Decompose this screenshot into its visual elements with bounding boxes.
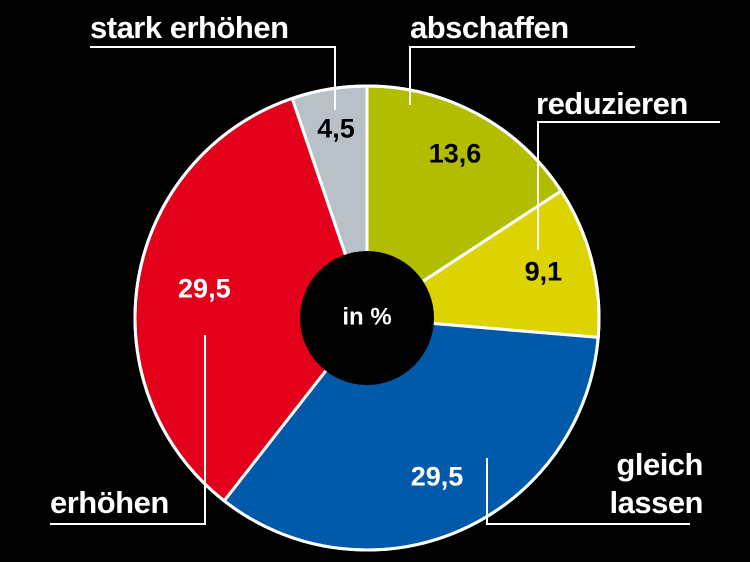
category-label: erhöhen xyxy=(50,485,169,520)
value-label: 4,5 xyxy=(317,114,355,144)
value-label: 13,6 xyxy=(429,138,482,168)
leader-line xyxy=(486,458,690,525)
value-label: 9,1 xyxy=(525,256,563,286)
value-label: 29,5 xyxy=(178,274,231,304)
category-label: abschaffen xyxy=(410,10,569,45)
center-label: in % xyxy=(342,303,391,330)
value-label: 29,5 xyxy=(411,461,464,491)
leader-line xyxy=(50,335,206,525)
category-label: gleich lassen xyxy=(609,447,703,520)
outer-ring xyxy=(133,84,601,552)
leader-line xyxy=(409,46,635,105)
leader-line xyxy=(537,121,720,250)
category-label: reduzieren xyxy=(536,86,688,121)
category-label: stark erhöhen xyxy=(90,10,289,45)
donut-hole xyxy=(300,251,434,385)
